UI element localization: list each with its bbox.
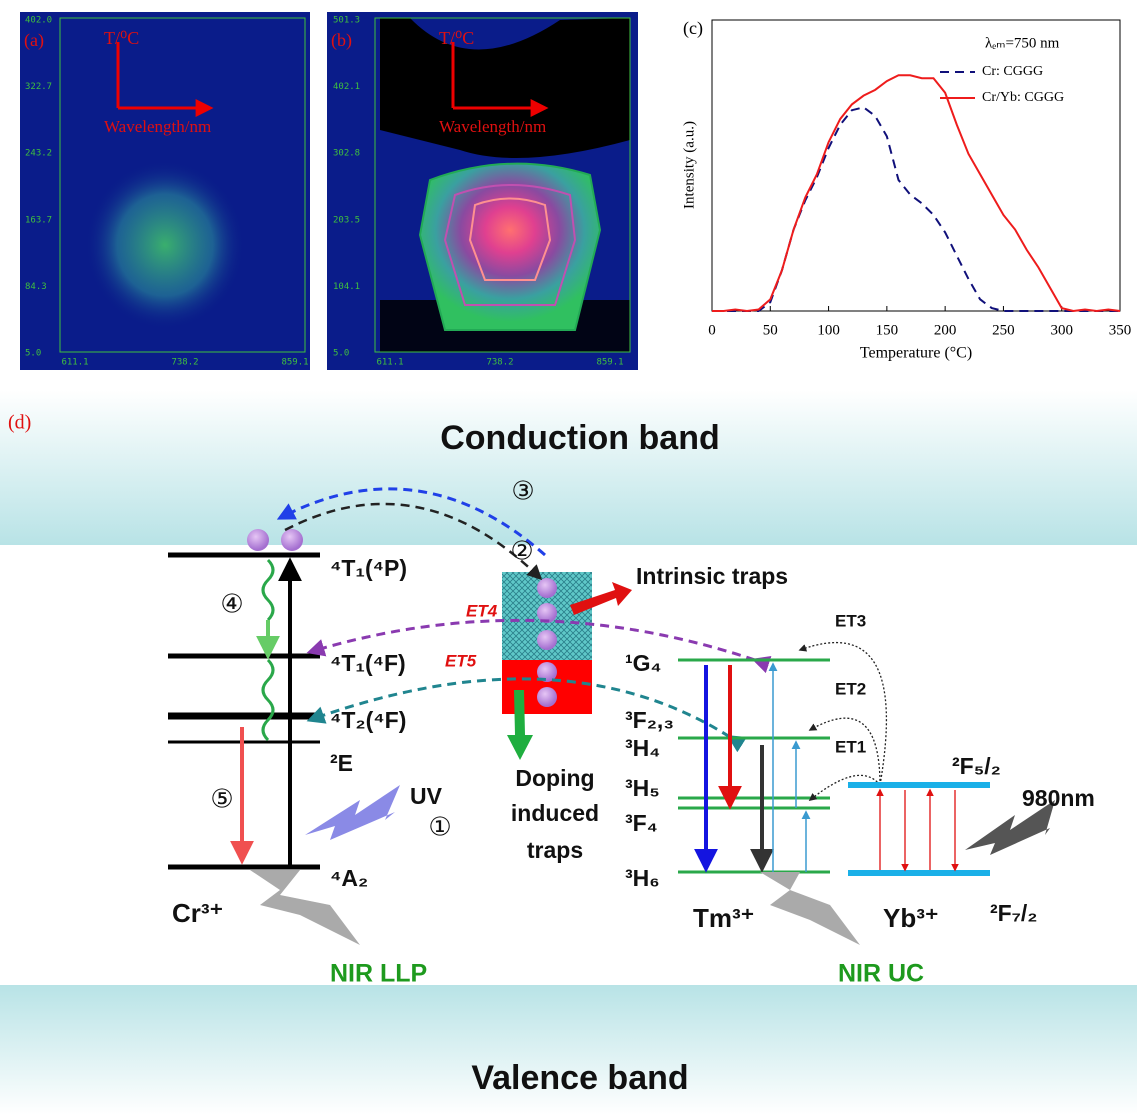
label: traps [527, 837, 583, 863]
label: 5.0 [333, 349, 349, 359]
label: ③ [511, 477, 534, 507]
label: ④ [220, 590, 243, 620]
series-line [712, 74, 1121, 313]
label: ET2 [835, 679, 866, 698]
label: Cr³⁺ [172, 898, 223, 928]
label: NIR UC [838, 960, 924, 988]
label: T/⁰C [439, 28, 474, 48]
label: 302.8 [333, 149, 360, 159]
label: ⁴T₂(⁴F) [330, 707, 406, 733]
label: ET1 [835, 737, 866, 756]
label: 163.7 [25, 215, 52, 225]
diagram-shapes [168, 487, 1055, 945]
label: induced [511, 800, 599, 826]
y-axis-label: Intensity (a.u.) [681, 121, 697, 209]
label: ³H₆ [625, 865, 660, 891]
label: ²F₇/₂ [990, 900, 1038, 926]
label: ⁴T₁(⁴P) [330, 555, 407, 581]
chart-c: 0 50 100 150 200 250 300 350 Temperature (°C) Int… [681, 18, 1131, 362]
panel-label: (c) [683, 18, 703, 39]
label: ¹G₄ [625, 650, 662, 676]
label: T/⁰C [104, 28, 139, 48]
x-tick-label: 100 [817, 322, 840, 338]
label: Yb³⁺ [883, 903, 939, 933]
label: UV [410, 783, 443, 809]
label: ⁴T₁(⁴F) [330, 650, 406, 676]
label: Conduction band [440, 419, 720, 457]
label: ²F₅/₂ [952, 753, 1001, 779]
label: Tm³⁺ [693, 903, 754, 933]
label: ²E [330, 750, 353, 776]
conduction-band [0, 390, 1137, 545]
label: (a) [24, 30, 44, 51]
label: ET3 [835, 611, 866, 630]
label: 980nm [1022, 785, 1095, 811]
legend-label: Cr/Yb: CGGG [982, 90, 1064, 105]
label: ³H₄ [625, 735, 660, 761]
label: ② [510, 537, 533, 567]
x-tick-label: 300 [1050, 322, 1073, 338]
label: Wavelength/nm [104, 117, 211, 136]
label: 501.3 [333, 16, 360, 26]
label: 402.0 [25, 16, 52, 26]
x-tick-label: 150 [876, 322, 899, 338]
label: 402.1 [333, 82, 360, 92]
label: 859.1 [281, 358, 308, 368]
label: NIR LLP [330, 960, 427, 988]
label: 104.1 [333, 282, 360, 292]
label: (d) [8, 412, 31, 434]
x-tick-label: 350 [1109, 322, 1132, 338]
label: ET5 [445, 651, 477, 670]
label: Wavelength/nm [439, 117, 546, 136]
label: 5.0 [25, 349, 41, 359]
label: ³F₂,₃ [625, 707, 674, 733]
heatmap-a [20, 12, 310, 370]
label: ⑤ [210, 785, 233, 815]
legend-label: Cr: CGGG [982, 64, 1043, 79]
valence-band [0, 985, 1137, 1115]
heatmap-b [327, 12, 638, 370]
plot-frame [711, 19, 1121, 312]
x-axis-label: Temperature (°C) [860, 345, 972, 362]
series-line [712, 106, 1120, 312]
label: 243.2 [25, 149, 52, 159]
label: ³H₅ [625, 775, 660, 801]
label: 203.5 [333, 215, 360, 225]
label: 738.2 [486, 358, 513, 368]
label: ① [428, 813, 451, 843]
x-tick-label: 250 [992, 322, 1015, 338]
x-tick-label: 200 [934, 322, 957, 338]
label: Valence band [471, 1059, 688, 1097]
x-tick-label: 50 [763, 322, 778, 338]
label: 611.1 [61, 358, 88, 368]
label: Intrinsic traps [636, 563, 788, 589]
label: ⁴A₂ [330, 865, 368, 891]
x-tick-label: 0 [708, 322, 716, 338]
label: ³F₄ [625, 810, 658, 836]
label: 322.7 [25, 82, 52, 92]
label: (b) [331, 30, 352, 51]
label: 738.2 [171, 358, 198, 368]
label: ET4 [466, 601, 498, 620]
label: 611.1 [376, 358, 403, 368]
label: 84.3 [25, 282, 47, 292]
label: Doping [515, 765, 594, 791]
label: 859.1 [596, 358, 623, 368]
annotation: λₑₘ=750 nm [985, 35, 1060, 51]
